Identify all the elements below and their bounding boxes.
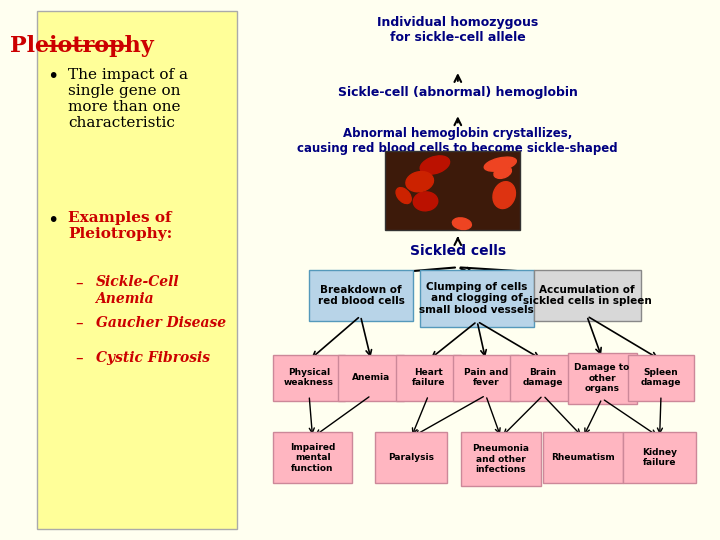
FancyBboxPatch shape	[567, 353, 636, 404]
Text: Cystic Fibrosis: Cystic Fibrosis	[96, 351, 210, 365]
Text: Pleiotrophy: Pleiotrophy	[10, 35, 153, 57]
FancyBboxPatch shape	[544, 432, 623, 483]
FancyBboxPatch shape	[338, 355, 404, 401]
FancyBboxPatch shape	[420, 270, 534, 327]
Text: Accumulation of
sickled cells in spleen: Accumulation of sickled cells in spleen	[523, 285, 652, 307]
Text: •: •	[48, 211, 58, 229]
FancyBboxPatch shape	[37, 11, 237, 529]
Ellipse shape	[494, 166, 511, 178]
Text: Sickle-Cell
Anemia: Sickle-Cell Anemia	[96, 275, 179, 306]
Ellipse shape	[396, 187, 411, 204]
Text: Kidney
failure: Kidney failure	[642, 448, 677, 467]
Text: Damage to
other
organs: Damage to other organs	[575, 363, 629, 393]
FancyBboxPatch shape	[310, 270, 413, 321]
FancyBboxPatch shape	[510, 355, 576, 401]
Text: –: –	[75, 275, 83, 291]
Text: Anemia: Anemia	[352, 373, 390, 382]
FancyBboxPatch shape	[273, 355, 346, 401]
Text: Sickled cells: Sickled cells	[410, 244, 506, 258]
FancyBboxPatch shape	[396, 355, 462, 401]
Text: Gaucher Disease: Gaucher Disease	[96, 316, 225, 330]
Text: Sickle-cell (abnormal) hemoglobin: Sickle-cell (abnormal) hemoglobin	[338, 86, 577, 99]
Text: Individual homozygous
for sickle-cell allele: Individual homozygous for sickle-cell al…	[377, 16, 539, 44]
FancyBboxPatch shape	[385, 151, 520, 230]
Text: Pneumonia
and other
infections: Pneumonia and other infections	[472, 444, 529, 474]
Ellipse shape	[485, 157, 516, 171]
Text: Brain
damage: Brain damage	[523, 368, 563, 387]
Text: Pain and
fever: Pain and fever	[464, 368, 508, 387]
Ellipse shape	[406, 172, 433, 192]
Text: The impact of a
single gene on
more than one
characteristic: The impact of a single gene on more than…	[68, 68, 188, 130]
FancyBboxPatch shape	[453, 355, 518, 401]
Text: Clumping of cells
and clogging of
small blood vessels: Clumping of cells and clogging of small …	[420, 282, 534, 315]
Ellipse shape	[420, 156, 449, 174]
Text: Heart
failure: Heart failure	[412, 368, 445, 387]
Text: Abnormal hemoglobin crystallizes,
causing red blood cells to become sickle-shape: Abnormal hemoglobin crystallizes, causin…	[297, 127, 618, 156]
FancyBboxPatch shape	[273, 432, 352, 483]
FancyBboxPatch shape	[462, 432, 541, 486]
FancyBboxPatch shape	[629, 355, 694, 401]
Text: Rheumatism: Rheumatism	[552, 453, 615, 462]
Text: Breakdown of
red blood cells: Breakdown of red blood cells	[318, 285, 405, 307]
Text: •: •	[48, 68, 58, 86]
Text: Examples of
Pleiotrophy:: Examples of Pleiotrophy:	[68, 211, 172, 241]
FancyBboxPatch shape	[375, 432, 447, 483]
Text: –: –	[75, 351, 83, 366]
Text: Spleen
damage: Spleen damage	[641, 368, 681, 387]
FancyBboxPatch shape	[624, 432, 696, 483]
Text: –: –	[75, 316, 83, 331]
Ellipse shape	[413, 192, 438, 211]
Text: Physical
weakness: Physical weakness	[284, 368, 334, 387]
Ellipse shape	[452, 218, 472, 230]
Text: Paralysis: Paralysis	[388, 453, 434, 462]
Ellipse shape	[493, 181, 516, 208]
FancyBboxPatch shape	[534, 270, 641, 321]
Text: Impaired
mental
function: Impaired mental function	[290, 443, 336, 472]
